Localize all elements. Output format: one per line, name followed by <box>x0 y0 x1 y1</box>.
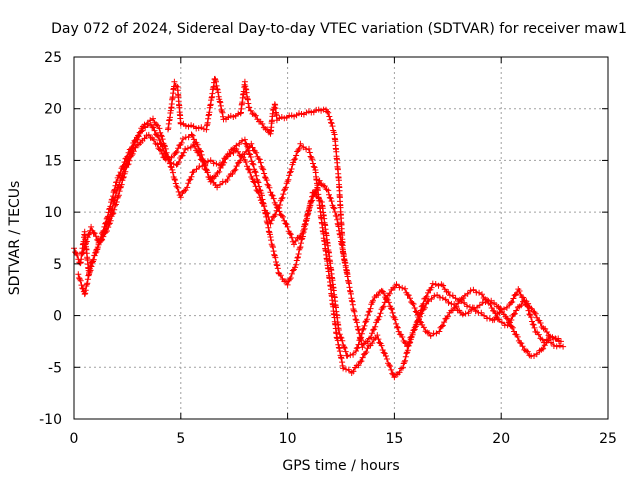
y-axis-label: SDTVAR / TECUs <box>7 181 23 296</box>
y-tick-label: 5 <box>53 257 62 273</box>
x-tick-label: 15 <box>385 431 403 447</box>
series-markers <box>75 131 562 351</box>
x-tick-label: 25 <box>599 431 617 447</box>
axis-ticks: 0 5 10 15 20 25 -10 -5 0 5 10 15 20 25 <box>39 50 617 447</box>
plot-frame <box>73 56 609 420</box>
x-tick-label: 10 <box>279 431 297 447</box>
y-tick-label: 25 <box>44 50 62 66</box>
x-tick-label: 20 <box>492 431 510 447</box>
y-tick-label: 15 <box>44 153 62 169</box>
x-tick-label: 5 <box>176 431 185 447</box>
x-axis-label: GPS time / hours <box>282 458 399 474</box>
chart-title: Day 072 of 2024, Sidereal Day-to-day VTE… <box>51 21 627 37</box>
y-tick-label: 0 <box>53 309 62 325</box>
series-markers <box>165 75 351 278</box>
series-track-4 <box>165 75 351 278</box>
x-tick-label: 0 <box>70 431 79 447</box>
y-tick-label: 20 <box>44 102 62 118</box>
y-tick-label: -5 <box>48 360 62 376</box>
series-track-3 <box>79 121 564 359</box>
series-markers <box>79 121 564 359</box>
y-tick-label: -10 <box>39 412 62 428</box>
y-tick-label: 10 <box>44 205 62 221</box>
data-series <box>71 75 567 381</box>
